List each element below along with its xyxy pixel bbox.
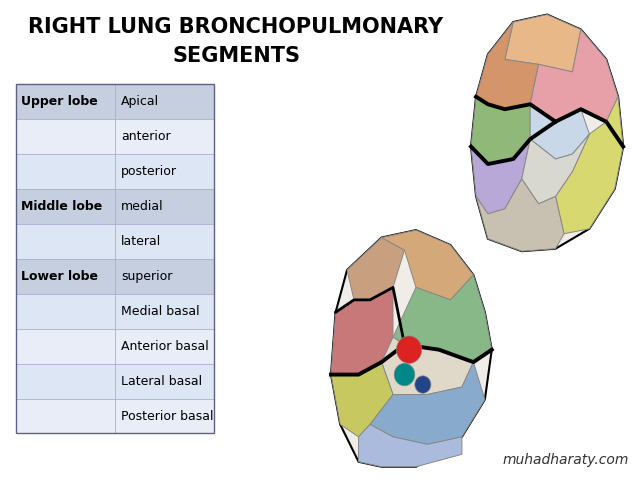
- Polygon shape: [331, 230, 492, 467]
- Polygon shape: [359, 424, 462, 467]
- Polygon shape: [522, 134, 590, 204]
- FancyBboxPatch shape: [16, 399, 115, 433]
- FancyBboxPatch shape: [115, 189, 214, 224]
- FancyBboxPatch shape: [115, 224, 214, 259]
- FancyBboxPatch shape: [16, 224, 115, 259]
- FancyBboxPatch shape: [16, 189, 115, 224]
- Text: posterior: posterior: [121, 165, 177, 178]
- FancyBboxPatch shape: [115, 84, 214, 119]
- Polygon shape: [471, 97, 530, 164]
- FancyBboxPatch shape: [16, 154, 115, 189]
- Polygon shape: [382, 230, 473, 300]
- Circle shape: [396, 336, 422, 364]
- FancyBboxPatch shape: [16, 119, 115, 154]
- FancyBboxPatch shape: [115, 399, 214, 433]
- FancyBboxPatch shape: [16, 259, 115, 294]
- Text: Upper lobe: Upper lobe: [21, 95, 98, 108]
- Polygon shape: [382, 337, 473, 395]
- Text: lateral: lateral: [121, 235, 161, 248]
- FancyBboxPatch shape: [16, 294, 115, 329]
- Polygon shape: [393, 275, 492, 362]
- FancyBboxPatch shape: [115, 294, 214, 329]
- Polygon shape: [530, 30, 618, 122]
- Text: superior: superior: [121, 270, 173, 283]
- Polygon shape: [471, 14, 623, 251]
- Circle shape: [394, 364, 415, 386]
- FancyBboxPatch shape: [16, 329, 115, 364]
- FancyBboxPatch shape: [16, 364, 115, 399]
- FancyBboxPatch shape: [115, 259, 214, 294]
- FancyBboxPatch shape: [115, 154, 214, 189]
- Text: medial: medial: [121, 200, 164, 213]
- Text: Medial basal: Medial basal: [121, 305, 200, 318]
- Text: RIGHT LUNG BRONCHOPULMONARY: RIGHT LUNG BRONCHOPULMONARY: [29, 17, 443, 37]
- FancyBboxPatch shape: [115, 364, 214, 399]
- Polygon shape: [505, 14, 581, 72]
- Text: SEGMENTS: SEGMENTS: [172, 46, 300, 66]
- FancyBboxPatch shape: [115, 119, 214, 154]
- Text: Anterior basal: Anterior basal: [121, 340, 209, 353]
- Polygon shape: [556, 97, 623, 234]
- FancyBboxPatch shape: [16, 84, 115, 119]
- Text: Posterior basal: Posterior basal: [121, 410, 214, 422]
- Text: Middle lobe: Middle lobe: [21, 200, 102, 213]
- Polygon shape: [331, 287, 393, 375]
- Polygon shape: [476, 22, 538, 109]
- Polygon shape: [530, 104, 590, 159]
- Circle shape: [415, 376, 431, 393]
- Text: muhadharaty.com: muhadharaty.com: [502, 453, 628, 467]
- Text: Lower lobe: Lower lobe: [21, 270, 98, 283]
- Text: anterior: anterior: [121, 130, 171, 143]
- Polygon shape: [370, 362, 485, 445]
- Text: Lateral basal: Lateral basal: [121, 375, 202, 388]
- Text: Apical: Apical: [121, 95, 160, 108]
- Polygon shape: [347, 238, 404, 300]
- Polygon shape: [476, 179, 564, 251]
- Polygon shape: [331, 362, 393, 437]
- FancyBboxPatch shape: [115, 329, 214, 364]
- Polygon shape: [471, 139, 530, 214]
